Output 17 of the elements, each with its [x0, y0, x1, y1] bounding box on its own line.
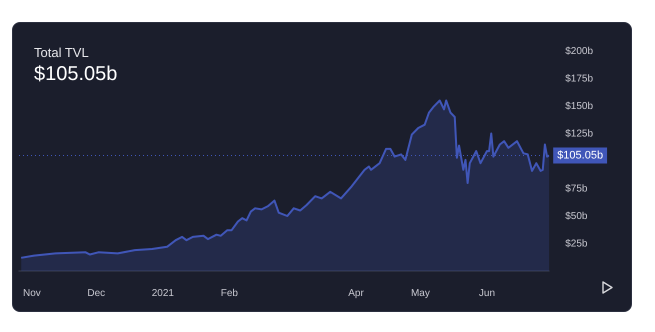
- chart-title: Total TVL: [34, 45, 89, 60]
- y-tick-label: $50b: [565, 210, 588, 222]
- x-tick-label: Jun: [478, 288, 496, 299]
- y-tick-label: $25b: [565, 238, 588, 250]
- x-tick-label: Apr: [348, 288, 364, 299]
- y-tick-label: $150b: [565, 100, 594, 112]
- x-tick-label: Nov: [22, 288, 41, 299]
- x-tick-label: 2021: [152, 288, 174, 299]
- x-tick-label: Feb: [220, 288, 238, 299]
- x-tick-label: Dec: [87, 288, 106, 299]
- y-tick-label: $175b: [565, 73, 594, 84]
- y-tick-label: $125b: [565, 128, 594, 140]
- text: $105.05b: [34, 63, 118, 86]
- ref-line-label: $105.05b: [557, 149, 604, 162]
- y-tick-label: $75b: [565, 183, 588, 194]
- x-tick-label: May: [410, 288, 430, 299]
- y-tick-label: $200b: [565, 46, 594, 57]
